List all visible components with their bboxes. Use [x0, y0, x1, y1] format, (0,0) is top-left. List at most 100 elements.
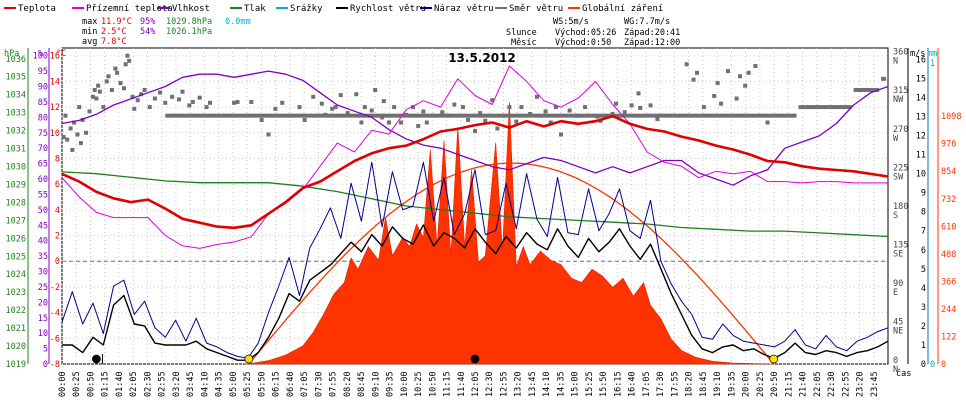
x-tick-label: 05:25: [243, 371, 253, 397]
wind-dir-point: [158, 90, 163, 95]
wind-dir-point: [63, 113, 68, 118]
wind-dir-point: [734, 96, 739, 101]
wind-dir-point: [109, 87, 114, 92]
dir-tick-label: NW: [893, 95, 904, 105]
hpa-tick-label: 1021: [6, 324, 26, 334]
wind-dir-point: [180, 89, 185, 94]
dir-tick-label: S: [893, 211, 898, 221]
x-tick-label: 14:10: [542, 371, 552, 397]
hpa-tick-label: 1030: [6, 163, 26, 173]
wind-dir-point: [235, 99, 240, 104]
sun-set: Západ:20:41: [624, 28, 680, 38]
wind-gust-line: [61, 161, 889, 359]
mm-tick-label: 0: [930, 360, 935, 370]
x-tick-label: 21:15: [784, 371, 794, 397]
ms-tick-label: 3: [921, 303, 926, 313]
x-tick-label: 20:25: [756, 371, 766, 397]
wind-dir-point: [738, 74, 743, 79]
x-tick-label: 13:20: [514, 371, 524, 397]
wind-dir-point: [553, 105, 558, 110]
dir-tick-label: SE: [893, 249, 903, 259]
wind-dir-point: [373, 87, 378, 92]
pct-tick-label: 60: [38, 175, 48, 185]
sun-rise-marker: [244, 354, 254, 364]
x-tick-label: 08:45: [357, 371, 367, 397]
pct-axis-unit: %: [38, 49, 43, 59]
wind-dir-point: [648, 103, 653, 108]
wind-dir-point: [90, 94, 95, 99]
wind-dir-point: [753, 63, 758, 68]
x-tick-label: 16:40: [628, 371, 638, 397]
x-tick-label: 18:20: [685, 371, 695, 397]
wind-dir-point: [280, 100, 285, 105]
temp-tick-label: -4: [50, 309, 60, 319]
temp-tick-label: 4: [55, 206, 60, 216]
wind-dir-point: [333, 105, 338, 110]
wind-dir-point: [163, 100, 168, 105]
wind-dir-point: [421, 109, 426, 114]
moon-set-marker: [470, 354, 480, 364]
wm2-tick-label: 976: [941, 140, 956, 150]
x-tick-label: 10:25: [414, 371, 424, 397]
wind-dir-point: [466, 117, 471, 122]
hpa-tick-label: 1029: [6, 180, 26, 190]
wind-dir-point: [694, 70, 699, 75]
wind-dir-point: [118, 81, 123, 86]
wind-dir-point: [207, 100, 212, 105]
hpa-tick-label: 1035: [6, 73, 26, 83]
pct-tick-label: 90: [38, 83, 48, 93]
wind-dir-point: [345, 111, 350, 116]
wind-dir-point: [746, 70, 751, 75]
wind-dir-point: [106, 74, 111, 79]
wind-dir-point: [101, 105, 106, 110]
wind-dir-point: [77, 105, 82, 110]
legend-layer: Teplota Přízemní teplota Vlhkost Tlak Srážky…: [4, 4, 663, 14]
x-tick-label: 04:10: [200, 371, 210, 397]
dir-tick-label: SW: [893, 172, 904, 182]
dir-tick-label: W: [893, 134, 899, 144]
wind-dir-point: [249, 99, 254, 104]
temperature-line: [61, 114, 889, 230]
pct-tick-label: 45: [38, 221, 48, 231]
wind-dir-point: [543, 109, 548, 114]
hpa-tick-label: 1036: [6, 55, 26, 65]
dir-tick-value: 90: [893, 279, 903, 289]
wind-dir-point: [715, 81, 720, 86]
x-tick-label: 17:05: [642, 371, 652, 397]
wind-dir-point: [87, 109, 92, 114]
wind-dir-point: [130, 94, 135, 99]
x-tick-label: 23:20: [856, 371, 866, 397]
radiation-clear-sky-line: [248, 162, 773, 365]
x-tick-label: 11:15: [443, 371, 453, 397]
x-tick-label: 00:25: [72, 371, 82, 397]
x-tick-label: 08:20: [343, 371, 353, 397]
wind-dir-point: [61, 135, 66, 140]
x-tick-label: 14:35: [556, 371, 566, 397]
x-tick-label: 01:40: [115, 371, 125, 397]
x-tick-label: 17:55: [670, 371, 680, 397]
pct-tick-label: 0: [43, 360, 48, 370]
wm2-tick-label: 610: [941, 222, 956, 232]
wm2-tick-label: 0: [941, 360, 946, 370]
x-tick-label: 06:40: [286, 371, 296, 397]
hpa-tick-label: 1023: [6, 288, 26, 298]
wind-dir-point: [78, 141, 83, 146]
wind-dir-point: [302, 117, 307, 122]
stat-press: 1026.1hPa: [166, 27, 212, 37]
hpa-tick-label: 1025: [6, 252, 26, 262]
ms-tick-label: 0: [921, 360, 926, 370]
wm2-tick-label: 732: [941, 195, 956, 205]
wm2-tick-label: 488: [941, 250, 956, 260]
wind-dir-point: [147, 105, 152, 110]
ms-tick-label: 10: [916, 170, 926, 180]
wind-dir-point: [392, 105, 397, 110]
wind-dir-point: [266, 132, 271, 137]
wind-dir-point: [135, 98, 140, 103]
wind-dir-point: [94, 96, 99, 101]
wind-dir-point: [559, 132, 564, 137]
dir-tick-value: 45: [893, 317, 903, 327]
pct-tick-label: 20: [38, 298, 48, 308]
wind-dir-point: [416, 123, 421, 128]
dir-tick-value: 360: [893, 48, 908, 58]
wind-dir-point: [684, 62, 689, 67]
